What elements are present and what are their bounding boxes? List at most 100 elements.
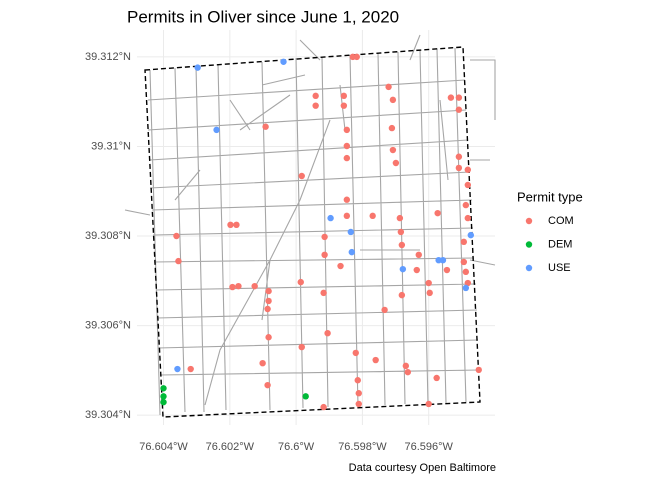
- permit-point: [251, 282, 258, 290]
- y-tick-label: 39.312°N: [85, 51, 131, 63]
- permit-point: [462, 268, 470, 276]
- permit-point: [402, 362, 410, 370]
- permit-point: [227, 221, 234, 229]
- permit-point: [425, 279, 432, 287]
- permit-point: [235, 282, 242, 290]
- permit-point: [280, 58, 287, 65]
- permit-point: [455, 153, 463, 160]
- permit-point: [460, 238, 468, 246]
- permit-point: [397, 228, 405, 236]
- permit-point: [347, 228, 355, 236]
- caption: Data courtesy Open Baltimore: [349, 462, 496, 474]
- permit-point: [343, 154, 351, 162]
- permit-point: [455, 106, 463, 113]
- permit-point: [343, 212, 351, 220]
- permit-point: [439, 256, 447, 264]
- permit-point: [213, 126, 220, 134]
- permit-point: [321, 251, 328, 259]
- x-tick-label: 76.604°W: [139, 441, 188, 453]
- permit-point: [464, 214, 472, 222]
- legend-title: Permit type: [517, 189, 583, 204]
- permit-point: [354, 377, 361, 384]
- permit-point: [298, 343, 305, 351]
- permit-point: [415, 251, 422, 259]
- x-tick-label: 76.6°W: [278, 441, 315, 453]
- permit-point: [464, 166, 472, 173]
- permit-point: [343, 126, 351, 134]
- legend-key: [525, 217, 533, 225]
- grid: [137, 30, 495, 425]
- permit-point: [398, 241, 406, 249]
- permit-point: [343, 196, 351, 203]
- y-tick-label: 39.304°N: [85, 409, 131, 421]
- permit-point: [327, 214, 334, 222]
- permit-point: [160, 385, 167, 392]
- legend-key: [525, 264, 533, 272]
- permit-point: [434, 209, 441, 217]
- y-tick-label: 39.308°N: [85, 230, 131, 242]
- permit-point: [160, 393, 167, 400]
- permit-point: [389, 96, 397, 104]
- permit-point: [381, 306, 388, 314]
- permit-point: [353, 53, 360, 61]
- permit-point: [265, 287, 272, 295]
- permit-point: [385, 83, 392, 91]
- permit-point: [464, 279, 472, 287]
- permit-point: [229, 283, 236, 291]
- legend-label: USE: [548, 262, 571, 274]
- permit-point: [297, 278, 304, 286]
- permit-point: [320, 289, 327, 297]
- permit-point: [337, 262, 344, 270]
- permit-point: [462, 201, 470, 209]
- permit-point: [398, 291, 406, 299]
- permit-point: [187, 365, 194, 373]
- permit-point: [462, 284, 470, 292]
- permit-point: [475, 366, 482, 374]
- permit-point: [388, 124, 396, 132]
- permit-point: [264, 381, 271, 389]
- permit-point: [298, 172, 305, 180]
- permit-point: [302, 393, 309, 400]
- permit-point: [389, 146, 397, 154]
- permit-point: [194, 64, 201, 71]
- permit-point: [264, 305, 271, 313]
- permit-point: [321, 233, 328, 241]
- x-tick-label: 76.596°W: [404, 441, 453, 453]
- permit-point: [265, 297, 272, 305]
- permit-point: [399, 265, 407, 273]
- y-tick-label: 39.306°N: [85, 319, 131, 331]
- permit-point: [160, 398, 167, 406]
- permit-point: [312, 92, 319, 100]
- y-tick-label: 39.31°N: [91, 140, 131, 152]
- permit-point: [173, 232, 180, 240]
- x-tick-label: 76.598°W: [338, 441, 387, 453]
- permit-point: [259, 359, 266, 367]
- permit-point: [396, 214, 404, 222]
- permit-point: [355, 390, 362, 397]
- permit-point: [443, 266, 451, 274]
- permit-point: [262, 123, 269, 130]
- permit-point: [324, 329, 331, 337]
- permit-point: [455, 164, 463, 172]
- permit-point: [175, 257, 182, 265]
- legend-key: [525, 241, 533, 248]
- permit-point: [343, 142, 351, 150]
- permit-point: [369, 212, 376, 220]
- permit-point: [404, 368, 412, 376]
- permit-point: [464, 181, 472, 189]
- permit-point: [460, 258, 468, 266]
- permit-point: [233, 221, 240, 229]
- permit-point: [174, 365, 181, 373]
- permit-point: [426, 289, 433, 297]
- permit-point: [355, 400, 362, 408]
- permit-point: [340, 92, 348, 100]
- permit-point: [447, 94, 455, 101]
- legend-label: COM: [548, 215, 574, 227]
- permit-point: [392, 159, 400, 167]
- permit-point: [433, 374, 440, 382]
- permit-point: [348, 248, 355, 256]
- permit-point: [340, 102, 348, 109]
- chart-title: Permits in Oliver since June 1, 2020: [127, 7, 399, 26]
- permit-point: [372, 356, 379, 364]
